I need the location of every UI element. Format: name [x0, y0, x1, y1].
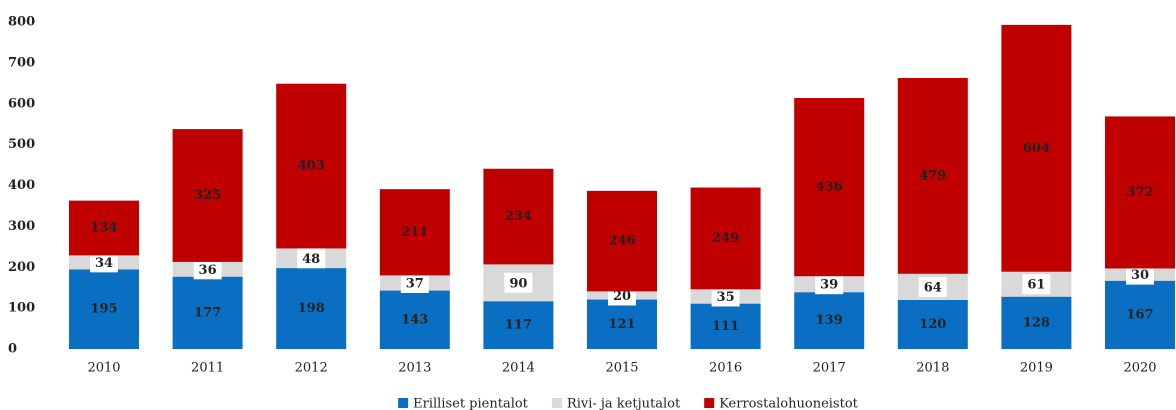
value-label: 20 — [613, 289, 631, 304]
bar-segment — [794, 98, 865, 277]
value-label: 246 — [608, 234, 635, 249]
value-label: 134 — [90, 221, 117, 236]
bar-segment — [172, 129, 243, 262]
x-tick-label: 2017 — [813, 361, 846, 376]
legend-swatch — [398, 398, 409, 408]
bar-segment — [483, 301, 554, 349]
x-tick-label: 2011 — [191, 361, 224, 376]
label-box — [711, 286, 740, 307]
bar-segment — [172, 276, 243, 349]
legend-label: Rivi- ja ketjutalot — [567, 397, 681, 410]
value-label: 139 — [816, 313, 843, 328]
value-label: 198 — [298, 301, 325, 316]
bar-segment — [587, 190, 657, 292]
value-label: 61 — [1027, 278, 1045, 293]
legend-item: Kerrostalohuoneistot — [704, 397, 859, 410]
bar-segment — [1001, 296, 1072, 349]
value-label: 35 — [717, 290, 735, 305]
value-label: 30 — [1131, 268, 1149, 283]
bar-segment — [897, 299, 968, 349]
x-tick-label: 2010 — [87, 361, 120, 376]
value-label: 90 — [509, 276, 527, 291]
x-tick-label: 2015 — [605, 361, 638, 376]
label-box — [918, 276, 947, 297]
legend-label: Kerrostalohuoneistot — [719, 397, 858, 410]
bar-segment — [69, 200, 139, 256]
value-label: 177 — [194, 305, 221, 320]
value-label: 64 — [924, 280, 942, 295]
bar-segment — [690, 187, 761, 290]
y-tick-label: 200 — [8, 260, 35, 275]
value-label: 436 — [816, 180, 843, 195]
y-tick-label: 500 — [8, 137, 35, 152]
bar-segment — [379, 290, 450, 349]
legend-item: Erilliset pientalot — [398, 397, 529, 410]
value-label: 117 — [505, 318, 532, 333]
y-tick-label: 700 — [8, 55, 35, 70]
x-tick-label: 2020 — [1123, 361, 1156, 376]
value-label: 34 — [95, 256, 113, 271]
y-tick-label: 600 — [8, 96, 35, 111]
label-box — [297, 248, 326, 269]
value-label: 167 — [1126, 307, 1153, 322]
bar-segment — [1105, 280, 1175, 349]
value-label: 249 — [712, 231, 739, 246]
x-tick-label: 2019 — [1020, 361, 1053, 376]
x-tick-label: 2012 — [295, 361, 328, 376]
value-label: 604 — [1023, 141, 1050, 156]
label-box — [90, 252, 118, 273]
label-box — [815, 274, 844, 295]
value-label: 403 — [298, 159, 325, 174]
y-tick-label: 0 — [8, 342, 17, 357]
bar-segment — [794, 292, 865, 349]
value-label: 234 — [505, 209, 532, 224]
bar-segment — [276, 83, 347, 249]
bar-segment — [69, 269, 139, 349]
y-tick-label: 300 — [8, 219, 35, 234]
bar-segment — [379, 189, 450, 276]
bar-segment — [483, 168, 554, 265]
x-tick-label: 2013 — [398, 361, 431, 376]
value-label: 372 — [1126, 185, 1153, 200]
bar-segment — [276, 268, 347, 349]
label-box — [504, 272, 533, 293]
x-tick-label: 2016 — [709, 361, 742, 376]
legend-label: Erilliset pientalot — [413, 397, 529, 410]
bar-segment — [1105, 116, 1175, 269]
legend-swatch — [551, 398, 562, 408]
value-label: 120 — [919, 317, 946, 332]
value-label: 479 — [919, 168, 946, 183]
value-label: 111 — [712, 319, 739, 334]
value-label: 128 — [1023, 315, 1050, 330]
value-label: 39 — [820, 278, 838, 293]
y-tick-label: 100 — [8, 301, 35, 316]
x-tick-label: 2014 — [502, 361, 535, 376]
bar-segment — [690, 303, 761, 349]
bar-segment — [897, 77, 968, 274]
value-label: 143 — [401, 312, 428, 327]
value-label: 121 — [608, 317, 635, 332]
value-label: 36 — [199, 263, 217, 278]
y-tick-label: 800 — [8, 15, 35, 30]
label-box — [1126, 264, 1154, 285]
value-label: 325 — [194, 188, 221, 203]
bar-segment — [1001, 24, 1072, 272]
bar-segment — [587, 299, 657, 349]
value-label: 37 — [406, 276, 424, 291]
y-tick-label: 400 — [8, 178, 35, 193]
legend-item: Rivi- ja ketjutalot — [551, 397, 681, 410]
x-tick-label: 2018 — [916, 361, 949, 376]
legend-swatch — [704, 398, 715, 408]
label-box — [193, 259, 222, 280]
label-box — [400, 272, 429, 293]
legend: Erilliset pientalot Rivi- ja ketjutalot Ke… — [398, 397, 859, 410]
value-label: 48 — [302, 252, 320, 267]
value-label: 195 — [90, 302, 117, 317]
value-label: 211 — [401, 225, 428, 240]
label-box — [1022, 274, 1051, 295]
